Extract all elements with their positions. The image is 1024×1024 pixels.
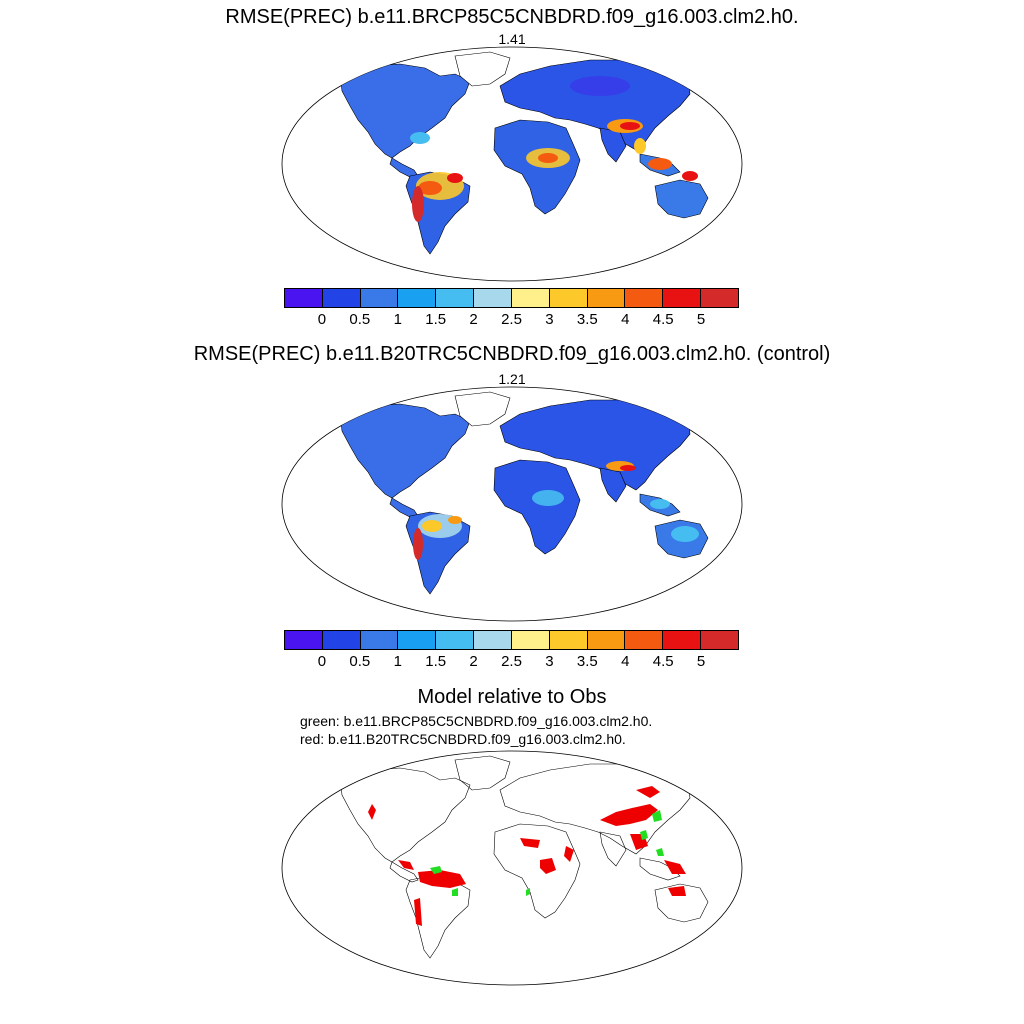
panel2-title: RMSE(PREC) b.e11.B20TRC5CNBDRD.f09_g16.0… [193, 343, 831, 365]
colorbar-tick-label: 3 [545, 653, 554, 670]
greenland [454, 51, 511, 87]
legend-green: green: b.e11.BRCP85C5CNBDRD.f09_g16.003.… [300, 713, 653, 729]
colorbar-swatch [436, 631, 475, 649]
colorbar-swatch [587, 289, 626, 307]
colorbar-tick-label: 3.5 [576, 653, 598, 670]
australia [654, 883, 709, 923]
central-america [389, 861, 419, 883]
panel2-colorbar-labels: 0 0.5 1 1.5 2 2.5 3 3.5 4 4.5 5 [284, 653, 739, 673]
colorbar-swatch [663, 631, 702, 649]
colorbar-swatch [701, 289, 738, 307]
colorbar-swatch [511, 289, 550, 307]
colorbar-tick-label: 3 [545, 311, 554, 328]
panel1-title: RMSE(PREC) b.e11.BRCP85C5CNBDRD.f09_g16.… [225, 6, 799, 28]
india [599, 831, 627, 867]
colorbar-tick-label: 5 [696, 653, 706, 670]
legend-red: red: b.e11.B20TRC5CNBDRD.f09_g16.003.clm… [300, 731, 626, 747]
colorbar-tick-label: 2.5 [501, 311, 522, 328]
panel2-global-value: 1.21 [498, 371, 526, 387]
green-region [656, 848, 664, 856]
red-region [368, 804, 376, 820]
colorbar-swatch [511, 631, 550, 649]
red-region [664, 860, 686, 874]
greenland [454, 391, 511, 427]
red-region [636, 786, 660, 798]
india [599, 467, 627, 503]
colorbar-swatch [436, 289, 475, 307]
colorbar-tick-label: 4.5 [652, 653, 674, 670]
land-layer [339, 391, 709, 595]
colorbar-tick-label: 3.5 [576, 311, 598, 328]
green-region [526, 888, 530, 896]
colorbar-swatch [663, 289, 702, 307]
colorbar-tick-label: 0.5 [349, 311, 371, 328]
green-region [652, 810, 662, 822]
red-regions [368, 786, 686, 926]
green-regions [430, 810, 664, 896]
red-region [520, 838, 540, 848]
panel1-map [281, 46, 743, 282]
red-region [564, 846, 574, 862]
colorbar-tick-label: 4.5 [652, 311, 674, 328]
colorbar-tick-label: 4 [621, 311, 630, 328]
colorbar-swatch [398, 631, 437, 649]
red-region [414, 898, 422, 926]
green-region [640, 830, 648, 840]
red-region [540, 858, 556, 874]
colorbar-tick-label: 2 [469, 653, 478, 670]
north-america [339, 403, 471, 499]
colorbar-swatch [549, 631, 588, 649]
colorbar-swatch [625, 631, 664, 649]
colorbar-tick-label: 1 [393, 653, 402, 670]
panel1-colorbar [284, 288, 739, 308]
colorbar-tick-label: 2.5 [501, 653, 522, 670]
panel3-map [281, 750, 743, 986]
colorbar-tick-label: 0.5 [349, 653, 371, 670]
australia [654, 179, 709, 219]
colorbar-tick-label: 1.5 [425, 653, 447, 670]
panel1-colorbar-labels: 0 0.5 1 1.5 2 2.5 3 3.5 4 4.5 5 [284, 311, 739, 331]
panel3-title: Model relative to Obs [417, 686, 607, 708]
colorbar-tick-label: 4 [621, 653, 630, 670]
colorbar-tick-label: 5 [696, 311, 706, 328]
colorbar-swatch [285, 631, 323, 649]
colorbar-swatch [285, 289, 323, 307]
colorbar-swatch [587, 631, 626, 649]
significance-layer [368, 786, 686, 926]
panel1-global-value: 1.41 [498, 31, 526, 47]
se-asia-islands [639, 857, 681, 881]
greenland [454, 755, 511, 791]
colorbar-tick-label: 0 [317, 311, 327, 328]
land-layer [339, 51, 709, 255]
red-region [668, 886, 686, 896]
colorbar-swatch [474, 631, 512, 649]
africa [493, 823, 581, 919]
colorbar-tick-label: 2 [469, 311, 478, 328]
colorbar-swatch [549, 289, 588, 307]
colorbar-tick-label: 1 [393, 311, 402, 328]
red-region [398, 860, 414, 870]
colorbar-tick-label: 1.5 [425, 311, 447, 328]
hotspots [413, 461, 699, 560]
panel2-map [281, 386, 743, 622]
colorbar-tick-label: 0 [317, 653, 327, 670]
hotspots [410, 76, 698, 222]
red-region [418, 870, 466, 888]
green-region [430, 866, 442, 874]
colorbar-swatch [322, 289, 361, 307]
north-america [339, 767, 471, 863]
colorbar-swatch [474, 289, 512, 307]
colorbar-swatch [701, 631, 738, 649]
eurasia [499, 399, 691, 491]
panel2-colorbar [284, 630, 739, 650]
colorbar-swatch [625, 289, 664, 307]
colorbar-swatch [360, 631, 399, 649]
colorbar-swatch [360, 289, 399, 307]
africa [493, 119, 581, 215]
green-region [452, 888, 458, 896]
colorbar-swatch [322, 631, 361, 649]
red-region [600, 804, 658, 826]
africa [493, 459, 581, 555]
colorbar-swatch [398, 289, 437, 307]
